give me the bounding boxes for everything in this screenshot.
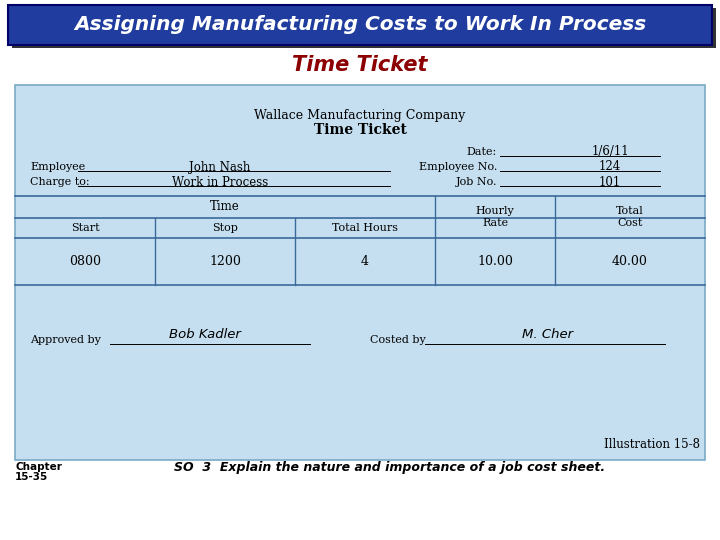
Text: Time: Time — [210, 200, 240, 213]
Text: Total
Cost: Total Cost — [616, 206, 644, 228]
Text: Bob Kadler: Bob Kadler — [169, 328, 241, 341]
Text: Assigning Manufacturing Costs to Work In Process: Assigning Manufacturing Costs to Work In… — [74, 16, 646, 35]
Text: 10.00: 10.00 — [477, 255, 513, 268]
Text: 0800: 0800 — [69, 255, 101, 268]
FancyBboxPatch shape — [8, 5, 712, 45]
Text: Start: Start — [71, 223, 99, 233]
FancyBboxPatch shape — [15, 85, 705, 460]
Text: Charge to:: Charge to: — [30, 177, 89, 187]
Text: Stop: Stop — [212, 223, 238, 233]
Text: 1/6/11: 1/6/11 — [591, 145, 629, 159]
Text: John Nash: John Nash — [189, 160, 251, 173]
Text: 40.00: 40.00 — [612, 255, 648, 268]
Text: Job No.: Job No. — [456, 177, 497, 187]
Text: Illustration 15-8: Illustration 15-8 — [604, 438, 700, 451]
FancyBboxPatch shape — [12, 8, 716, 48]
Text: M. Cher: M. Cher — [523, 328, 574, 341]
Text: Hourly
Rate: Hourly Rate — [476, 206, 514, 228]
Text: Total Hours: Total Hours — [332, 223, 398, 233]
Text: Chapter: Chapter — [15, 462, 62, 472]
Text: Employee No.: Employee No. — [418, 162, 497, 172]
Text: 4: 4 — [361, 255, 369, 268]
Text: SO  3  Explain the nature and importance of a job cost sheet.: SO 3 Explain the nature and importance o… — [174, 462, 606, 475]
Text: Employee: Employee — [30, 162, 85, 172]
Text: 124: 124 — [599, 160, 621, 173]
Text: Approved by: Approved by — [30, 335, 101, 345]
Text: Work in Process: Work in Process — [172, 176, 268, 188]
Text: Wallace Manufacturing Company: Wallace Manufacturing Company — [254, 109, 466, 122]
Text: Time Ticket: Time Ticket — [292, 55, 428, 75]
Text: 15-35: 15-35 — [15, 472, 48, 482]
Text: Date:: Date: — [467, 147, 497, 157]
Text: Costed by: Costed by — [370, 335, 426, 345]
Text: Time Ticket: Time Ticket — [314, 123, 406, 137]
Text: 101: 101 — [599, 176, 621, 188]
Text: 1200: 1200 — [209, 255, 241, 268]
